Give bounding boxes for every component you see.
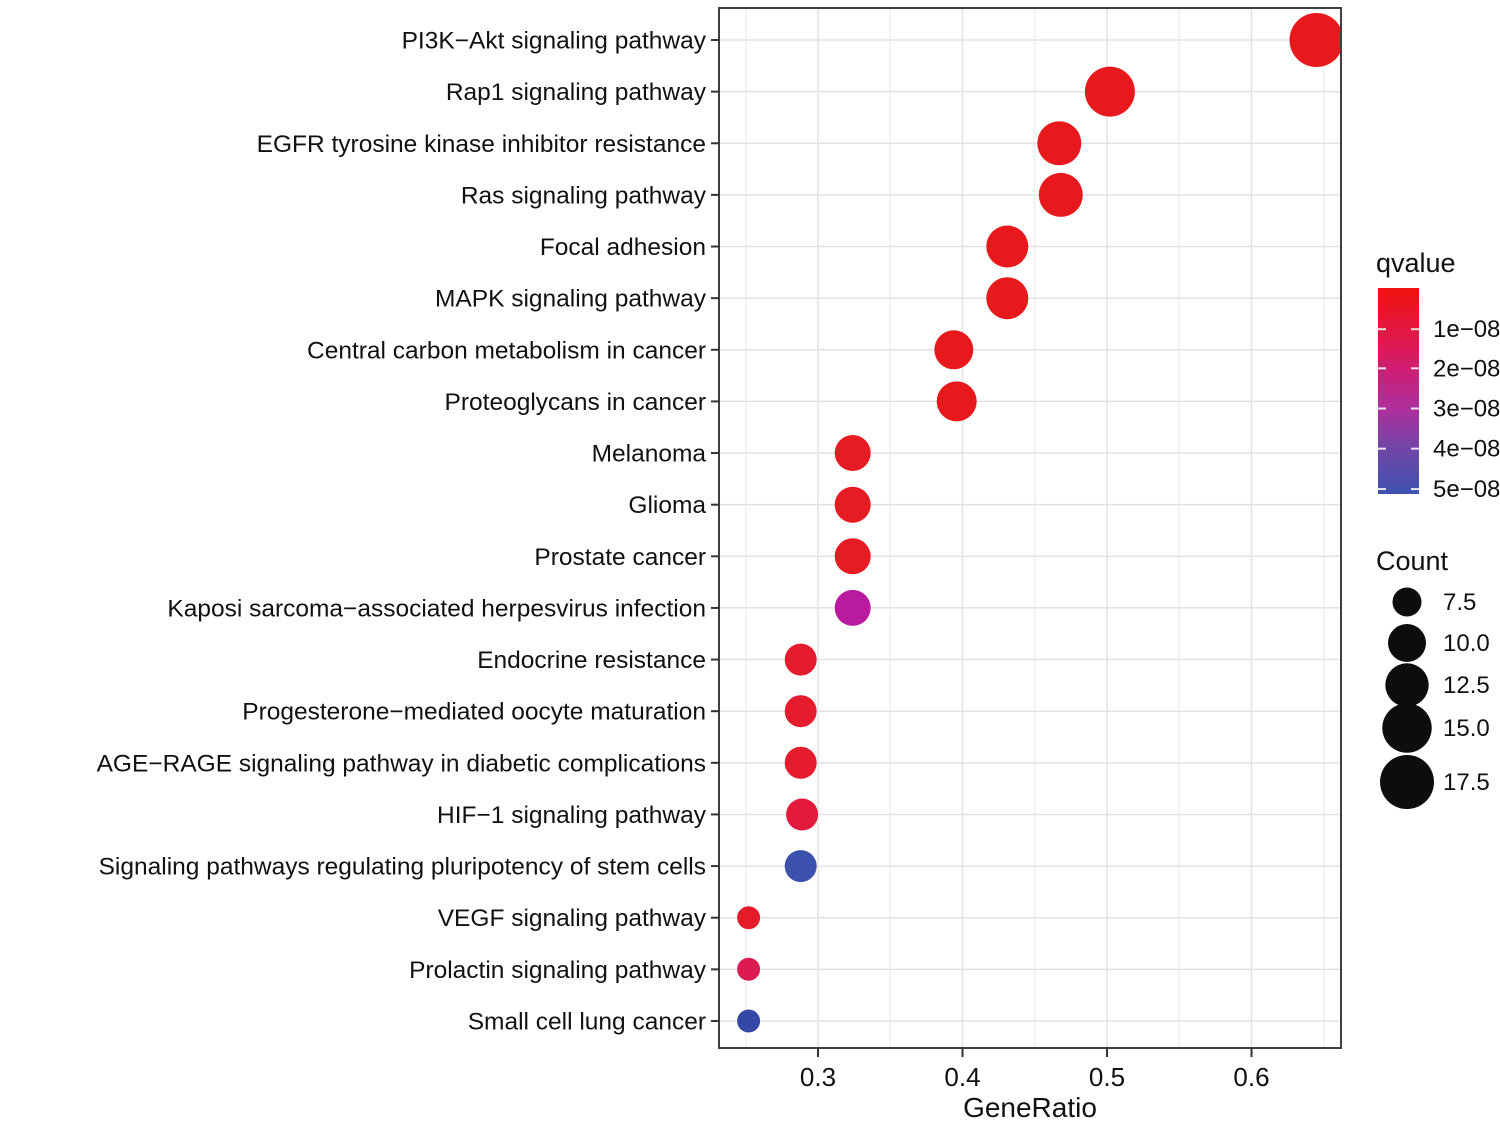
y-axis-label: VEGF signaling pathway xyxy=(438,905,707,932)
pathway-dot xyxy=(737,906,761,930)
plot-panel xyxy=(719,8,1341,1048)
pathway-dot xyxy=(737,957,761,981)
pathway-dot xyxy=(1037,121,1082,166)
qvalue-tick-label: 3e−08 xyxy=(1433,396,1500,423)
pathway-dot xyxy=(784,695,817,728)
pathway-dot xyxy=(834,486,871,523)
count-legend-label: 12.5 xyxy=(1443,672,1490,699)
y-axis-label: Endocrine resistance xyxy=(477,647,706,674)
count-legend-circle xyxy=(1388,624,1426,662)
y-axis-label: Proteoglycans in cancer xyxy=(445,389,706,416)
pathway-dot xyxy=(834,435,871,471)
x-axis-tick-label: 0.4 xyxy=(944,1062,980,1092)
count-legend-circle xyxy=(1385,663,1429,707)
pathway-dot xyxy=(737,1009,761,1033)
count-legend-label: 15.0 xyxy=(1443,715,1490,742)
pathway-dot xyxy=(934,330,974,370)
pathway-dot xyxy=(986,277,1029,320)
pathway-dot xyxy=(834,538,871,575)
pathway-dot xyxy=(1038,172,1083,217)
qvalue-tick-label: 1e−08 xyxy=(1433,316,1500,343)
qvalue-legend-title: qvalue xyxy=(1376,248,1456,278)
count-legend-label: 17.5 xyxy=(1443,769,1490,796)
pathway-dot xyxy=(1084,66,1135,117)
count-legend-label: 10.0 xyxy=(1443,630,1490,657)
y-axis-label: Small cell lung cancer xyxy=(468,1008,706,1035)
qvalue-tick-label: 2e−08 xyxy=(1433,355,1500,382)
count-legend-circle xyxy=(1380,755,1434,809)
y-axis-label: Central carbon metabolism in cancer xyxy=(307,337,706,364)
x-axis-tick-label: 0.5 xyxy=(1089,1062,1125,1092)
panel-border xyxy=(718,7,1342,1049)
count-legend-label: 7.5 xyxy=(1443,589,1476,616)
pathway-dot xyxy=(936,381,977,422)
pathway-dot xyxy=(1289,13,1341,67)
y-axis-label: MAPK signaling pathway xyxy=(435,286,707,313)
y-axis-label: Prolactin signaling pathway xyxy=(409,957,707,984)
y-axis-label: Progesterone−mediated oocyte maturation xyxy=(242,699,706,726)
x-axis-title: GeneRatio xyxy=(963,1092,1097,1123)
y-axis-label: Focal adhesion xyxy=(540,234,706,261)
x-axis-tick-label: 0.3 xyxy=(800,1062,836,1092)
y-axis-label: Signaling pathways regulating pluripoten… xyxy=(99,854,706,881)
pathway-dot xyxy=(784,850,817,883)
y-axis-label: Melanoma xyxy=(592,441,707,468)
y-axis-label: HIF−1 signaling pathway xyxy=(437,802,707,829)
pathway-dot xyxy=(784,643,817,676)
count-legend-title: Count xyxy=(1376,546,1449,576)
y-axis-label: EGFR tyrosine kinase inhibitor resistanc… xyxy=(257,131,706,158)
y-axis-label: Kaposi sarcoma−associated herpesvirus in… xyxy=(167,595,706,622)
pathway-dot xyxy=(786,798,819,831)
count-legend-circle xyxy=(1382,703,1432,753)
count-legend-circle xyxy=(1392,587,1422,617)
pathway-dot xyxy=(784,746,817,779)
x-axis-tick-label: 0.6 xyxy=(1233,1062,1269,1092)
dots-group xyxy=(737,13,1341,1033)
y-axis-label: PI3K−Akt signaling pathway xyxy=(402,28,707,55)
qvalue-tick-label: 4e−08 xyxy=(1433,436,1500,463)
y-axis-label: AGE−RAGE signaling pathway in diabetic c… xyxy=(97,750,706,777)
pathway-dot xyxy=(986,225,1029,268)
y-axis-label: Rap1 signaling pathway xyxy=(446,79,707,106)
qvalue-tick-label: 5e−08 xyxy=(1433,476,1500,503)
pathway-dot xyxy=(834,589,871,626)
y-axis-label: Ras signaling pathway xyxy=(461,182,707,209)
qvalue-colorbar xyxy=(1378,288,1419,494)
y-axis-label: Prostate cancer xyxy=(534,544,706,571)
y-axis-label: Glioma xyxy=(628,492,706,519)
